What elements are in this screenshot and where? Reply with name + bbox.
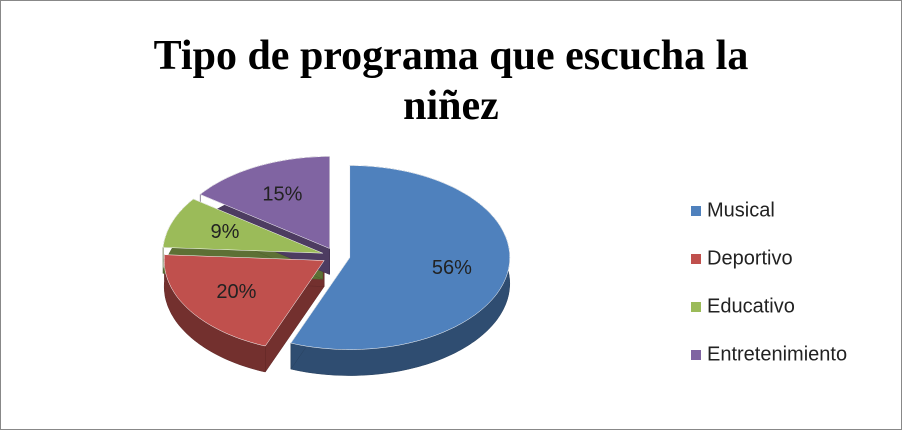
slice xyxy=(163,254,325,347)
data-label: 9% xyxy=(211,221,240,243)
legend-swatch xyxy=(691,302,701,312)
legend-swatch xyxy=(691,206,701,216)
legend-label: Entretenimiento xyxy=(707,343,847,365)
slice xyxy=(290,165,511,350)
legend-label: Musical xyxy=(707,199,775,221)
slice xyxy=(199,156,330,249)
legend-swatch xyxy=(691,350,701,360)
chart-title: Tipo de programa que escucha la niñez xyxy=(153,33,749,129)
data-label: 20% xyxy=(216,281,256,303)
legend-label: Deportivo xyxy=(707,247,793,269)
legend-swatch xyxy=(691,254,701,264)
data-label: 56% xyxy=(432,257,472,279)
slice xyxy=(162,198,323,254)
legend-label: Educativo xyxy=(707,295,795,317)
data-label: 15% xyxy=(262,184,302,206)
